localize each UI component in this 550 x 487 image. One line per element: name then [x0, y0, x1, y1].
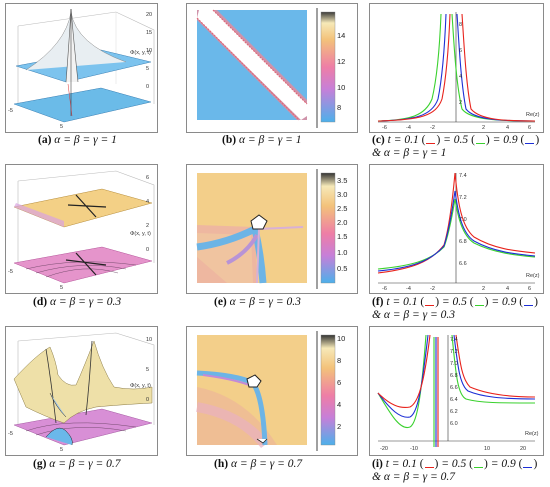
x-tick: -10 — [410, 446, 418, 452]
caption-d: (d) α = β = γ = 0.3 — [33, 296, 122, 308]
x-tick: 6 — [528, 286, 531, 292]
colorbar-tick: 3.0 — [337, 190, 347, 199]
z-tick: 4 — [146, 199, 149, 205]
x-tick: -5 — [8, 108, 13, 114]
caption-e: (e) α = β = γ = 0.3 — [214, 296, 301, 308]
colorbar-tick: 2.5 — [337, 204, 347, 213]
y-tick: 6 — [459, 48, 462, 54]
x-axis-label: Re(z) — [525, 431, 539, 437]
colorbar-tick: 0.5 — [337, 264, 347, 273]
colorbar-tick: 4 — [337, 400, 341, 409]
y-tick: 7.4 — [450, 337, 458, 343]
x-tick: -6 — [382, 286, 387, 292]
caption-b: (b) α = β = γ = 1 — [222, 134, 302, 146]
colorbar-tick: 12 — [337, 57, 345, 66]
y-tick: 6.0 — [450, 421, 458, 427]
x-tick: 2 — [482, 125, 485, 131]
y-tick: 7.2 — [450, 349, 458, 355]
caption-h: (h) α = β = γ = 0.7 — [214, 458, 303, 470]
y-tick: 7.4 — [459, 173, 467, 179]
colorbar-tick: 1.5 — [337, 232, 347, 241]
y-tick: 7.0 — [459, 217, 467, 223]
z-tick: 0 — [146, 397, 149, 403]
surface-plot-a: 20 15 10 5 0 -5 5 Φ(x, y, t) — [5, 3, 158, 133]
caption-i: (i) t = 0.1 () = 0.5 () = 0.9 () & α = β… — [372, 458, 538, 483]
y-tick: 6.4 — [450, 397, 458, 403]
x-tick: 2 — [482, 286, 485, 292]
x-tick: -2 — [430, 286, 435, 292]
colorbar-tick: 2.0 — [337, 218, 347, 227]
y-tick: 6.8 — [450, 373, 458, 379]
z-tick: 6 — [146, 175, 149, 181]
x-tick: 10 — [484, 446, 490, 452]
caption-c: (c) t = 0.1 () = 0.5 () = 0.9 () & α = β… — [372, 134, 540, 159]
x-tick: -6 — [382, 125, 387, 131]
x-tick: -20 — [380, 446, 388, 452]
x-axis-label: Re(z) — [526, 273, 540, 279]
x-tick: 4 — [506, 286, 509, 292]
colorbar-tick: 8 — [337, 356, 341, 365]
y-tick: 2 — [459, 100, 462, 106]
surface-plot-g: 10 5 0 -5 5 Φ(x, y, t) — [5, 326, 158, 456]
colorbar-tick: 8 — [337, 103, 341, 112]
y-tick: 6.2 — [450, 409, 458, 415]
y-tick: 6.6 — [450, 385, 458, 391]
y-tick: 7.2 — [459, 195, 467, 201]
colorbar-tick: 2 — [337, 422, 341, 431]
z-tick: 10 — [146, 48, 152, 54]
z-tick: 5 — [146, 66, 149, 72]
y-tick: 7.0 — [450, 361, 458, 367]
y-tick: 6.6 — [459, 261, 467, 267]
x-tick: 4 — [506, 125, 509, 131]
x-tick: 5 — [60, 124, 63, 130]
y-tick: 4 — [459, 74, 462, 80]
y-tick: 8 — [459, 22, 462, 28]
z-tick: 0 — [146, 247, 149, 253]
x-tick: 5 — [60, 285, 63, 291]
x-tick: 20 — [520, 446, 526, 452]
z-axis-label: Φ(x, y, t) — [130, 383, 151, 389]
colorbar-tick: 14 — [337, 31, 345, 40]
colorbar-tick: 10 — [337, 334, 345, 343]
z-tick: 5 — [146, 367, 149, 373]
caption-f: (f) t = 0.1 () = 0.5 () = 0.9 () & α = β… — [372, 296, 538, 321]
line-plot-c: -6 -4 -2 2 4 6 Re(z) 8 6 4 2 — [369, 3, 544, 133]
z-tick: 15 — [146, 30, 152, 36]
x-tick: -2 — [430, 125, 435, 131]
x-tick: -4 — [406, 125, 411, 131]
z-tick: 20 — [146, 12, 152, 18]
z-tick: 2 — [146, 223, 149, 229]
line-plot-f: -6 -4 -2 2 4 6 Re(z) 7.4 7.2 7.0 6.8 6.6 — [369, 164, 544, 294]
x-tick: 5 — [60, 447, 63, 453]
x-tick: -5 — [8, 269, 13, 275]
density-plot-b: 14 12 10 8 — [186, 3, 358, 133]
colorbar-tick: 6 — [337, 378, 341, 387]
x-axis-label: Re(z) — [526, 112, 540, 118]
y-tick: 6.8 — [459, 239, 467, 245]
z-tick: 10 — [146, 337, 152, 343]
caption-a: (a) α = β = γ = 1 — [38, 134, 117, 146]
x-tick: 6 — [528, 125, 531, 131]
density-plot-e: 3.5 3.0 2.5 2.0 1.5 1.0 0.5 — [186, 164, 358, 294]
colorbar-tick: 3.5 — [337, 176, 347, 185]
x-tick: -4 — [406, 286, 411, 292]
x-tick: -5 — [8, 431, 13, 437]
colorbar-tick: 10 — [337, 83, 345, 92]
z-tick: 0 — [146, 84, 149, 90]
z-axis-label: Φ(x, y, t) — [130, 50, 151, 56]
z-axis-label: Φ(x, y, t) — [130, 231, 151, 237]
line-plot-i: -20 -10 10 20 Re(z) 7.4 7.2 7.0 6.8 6.6 … — [369, 326, 544, 456]
colorbar-tick: 1.0 — [337, 248, 347, 257]
surface-plot-d: 6 4 2 0 -5 5 Φ(x, y, t) — [5, 164, 158, 294]
density-plot-h: 10 8 6 4 2 — [186, 326, 358, 456]
caption-g: (g) α = β = γ = 0.7 — [33, 458, 121, 470]
